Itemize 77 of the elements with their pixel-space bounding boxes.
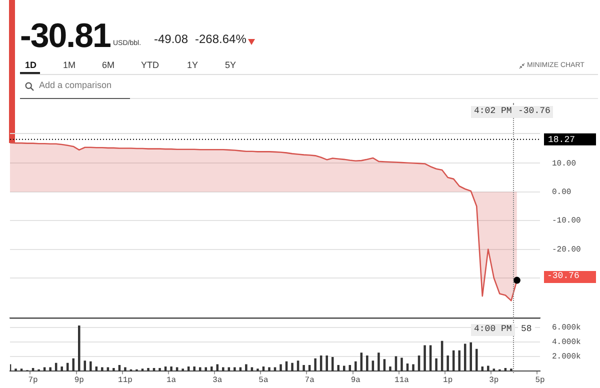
bar: [470, 342, 472, 372]
text: 1Y: [187, 60, 198, 71]
bar: [476, 348, 478, 372]
bar: [147, 368, 150, 372]
bar: [256, 368, 259, 372]
y-tick-label: 6.000k: [552, 323, 582, 332]
bar: [14, 368, 17, 372]
bar: [435, 358, 438, 372]
annotation: 58: [518, 324, 535, 336]
bar: [245, 364, 248, 372]
y-tick-label: 2.000k: [552, 352, 582, 362]
ref-line-label: 18.27: [548, 134, 576, 145]
bar: [234, 367, 236, 372]
text: -49.08: [154, 32, 188, 46]
bar: [337, 365, 340, 372]
text: 5Y: [225, 60, 236, 71]
bar: [170, 366, 172, 372]
text: -30.76: [515, 106, 554, 118]
x-tick-label: 11p: [118, 376, 133, 386]
text: YTD: [141, 60, 159, 71]
bar: [78, 326, 80, 372]
bar: [412, 364, 414, 372]
text: -268.64%: [195, 32, 246, 46]
bar: [458, 350, 460, 372]
bar: [446, 356, 449, 372]
bar: [204, 367, 207, 372]
bar: [158, 368, 161, 372]
y-tick-label: -20.00: [552, 245, 582, 254]
x-tick-label: 9a: [350, 376, 361, 386]
bar: [354, 361, 357, 372]
bar: [210, 366, 213, 372]
text: 6M: [102, 60, 115, 71]
bar: [112, 368, 115, 372]
x-tick-label: 7a: [304, 376, 315, 386]
bar: [487, 366, 490, 372]
bar: [124, 367, 126, 372]
text: Add a comparison: [39, 80, 112, 91]
y-tick-label: -10.00: [552, 216, 582, 226]
x-tick-label: 1p: [443, 376, 453, 386]
text: 1D: [25, 60, 37, 71]
bar: [193, 366, 196, 372]
bar: [268, 367, 270, 372]
bar: [222, 367, 224, 372]
bar: [101, 367, 104, 372]
x-tick-label: 3a: [212, 376, 222, 386]
bar: [60, 366, 63, 372]
bar: [510, 368, 512, 372]
x-tick-label: 5a: [258, 376, 268, 386]
bar: [343, 366, 346, 372]
bar: [389, 366, 392, 372]
y-tick-label: 10.00: [552, 159, 576, 168]
bar: [326, 356, 328, 372]
bar: [366, 356, 368, 372]
text: -30.76: [544, 271, 596, 283]
y-tick-label: 4.000k: [552, 338, 582, 348]
bar: [378, 352, 380, 372]
x-tick-label: 7p: [28, 376, 38, 386]
bar: [400, 358, 403, 372]
bar: [280, 364, 282, 372]
bar: [49, 367, 52, 372]
y-tick-label: 0.00: [552, 188, 572, 197]
x-tick-label: 11a: [394, 376, 410, 386]
x-tick-label: 1a: [166, 376, 176, 386]
bar: [424, 345, 426, 372]
x-tick-label: 9p: [74, 376, 84, 386]
x-tick-label: 5p: [535, 376, 545, 386]
bar: [72, 358, 74, 372]
bar: [182, 368, 184, 372]
x-tick-label: 3p: [489, 376, 499, 386]
bar: [302, 365, 305, 372]
bar: [90, 361, 92, 372]
bar: [314, 358, 316, 372]
text: 4:02 PM: [471, 106, 515, 118]
bar: [291, 362, 294, 372]
text: 1M: [63, 60, 76, 71]
annotation: 4:00 PM: [471, 324, 515, 336]
text: -30.81: [20, 17, 110, 56]
